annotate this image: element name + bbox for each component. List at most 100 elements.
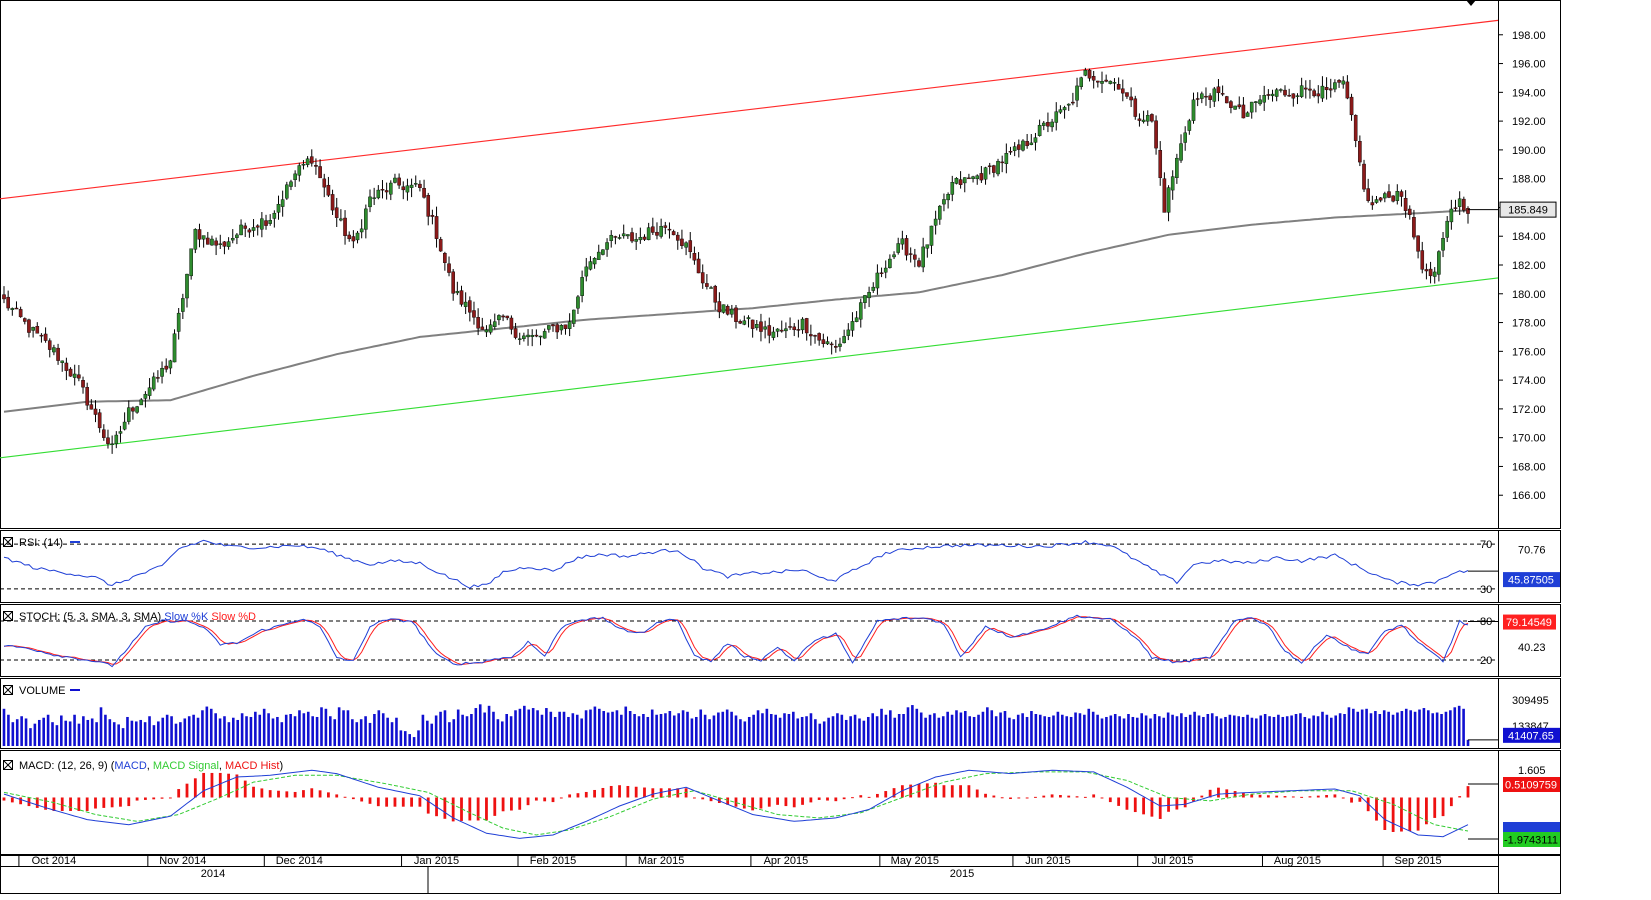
close-panel-icon[interactable] [3,760,13,770]
candle [734,305,738,329]
volume-bar [112,722,116,746]
candle [829,341,834,355]
candle-body [176,312,181,332]
macd-hist-bar [801,797,804,805]
candle [488,319,493,335]
candle [1104,74,1108,83]
candle-body [1312,90,1316,97]
volume-bar [456,709,460,746]
volume-bar [871,713,874,746]
candle-body [22,318,27,322]
candle [1445,216,1450,243]
candle-body [126,407,131,422]
candle-body [276,203,281,213]
close-panel-icon[interactable] [3,611,13,621]
candle-body [1154,120,1158,149]
candle-body [239,224,243,236]
candle-body [56,347,60,361]
close-panel-icon[interactable] [3,685,13,695]
rsi-panel: RSI: (14) 70 30 70.76 45.87505 [0,530,1561,603]
candle-body [1432,271,1437,277]
volume-bar [474,708,478,746]
volume-bar [1224,716,1227,746]
candle-body [326,184,331,196]
candle-body [39,334,44,337]
candle [1299,77,1304,99]
macd-hist-bar [293,791,297,798]
candle-body [1175,157,1179,178]
candle-body [838,343,842,347]
candle [39,333,44,343]
volume-bar [994,716,998,746]
candle-body [725,306,730,315]
volume-bar [919,712,923,746]
volume-bar [796,718,800,746]
candle-body [301,164,306,166]
candle [405,178,410,201]
candle-body [139,399,144,406]
candle-body [1104,79,1108,82]
candle-body [813,335,817,337]
macd-hist-bar [867,796,871,798]
volume-bar [46,714,50,746]
rsi-plot: 70 30 70.76 45.87505 [0,539,1560,596]
candle [1370,195,1375,210]
candle [1012,142,1017,157]
candle [1424,263,1429,280]
volume-bar [346,710,350,746]
candle [1316,85,1321,104]
macd-hist-bar [110,797,114,808]
candle-body [1075,85,1079,101]
candle-body [630,232,634,242]
candle-body [409,184,414,188]
candle [725,304,730,316]
candle [1328,78,1333,98]
candle [214,237,218,256]
candle-body [846,329,851,336]
candle [1066,103,1071,111]
macd-value-box [1503,822,1560,832]
candle [547,325,551,333]
macd-hist-bar [401,797,405,807]
volume-bar [818,723,822,746]
candle-body [434,216,439,239]
candle [937,204,942,225]
candle [538,335,543,346]
macd-hist-bar [468,797,472,821]
macd-hist-bar [784,797,788,807]
macd-hist-bar [1100,797,1104,799]
volume-bar [708,719,711,746]
scroll-marker-icon[interactable] [1466,0,1476,6]
macd-hist-bar [368,797,372,804]
volume-bar [977,714,980,746]
candle [767,317,772,344]
candle-body [376,189,381,199]
volume-bar [1003,711,1007,746]
candle-body [1066,103,1071,106]
macd-plot: 1.605 0.5109759 -1.9743111 [2,765,1560,847]
macd-hist-bar [1217,787,1220,798]
candle-body [1025,141,1029,147]
candle [314,158,318,175]
candle-body [351,236,356,242]
candle-body [1328,88,1333,91]
candle-body [987,165,992,168]
candle [1087,68,1092,82]
volume-bar [1272,716,1276,746]
macd-hist-bar [1400,797,1403,832]
candle [1337,79,1341,88]
candle-body [1270,93,1275,97]
candle [1046,112,1050,133]
candle [1266,89,1271,100]
candle [542,328,547,339]
candle-body [1179,143,1183,161]
volume-bar [844,719,848,746]
macd-hist-bar [1358,797,1362,802]
candle [438,236,443,252]
rsi-line [3,539,1469,589]
volume-bar [179,722,182,746]
candle [31,326,35,338]
candle [609,230,614,248]
macd-hist-bar [77,797,81,811]
volume-bar [1158,716,1161,746]
